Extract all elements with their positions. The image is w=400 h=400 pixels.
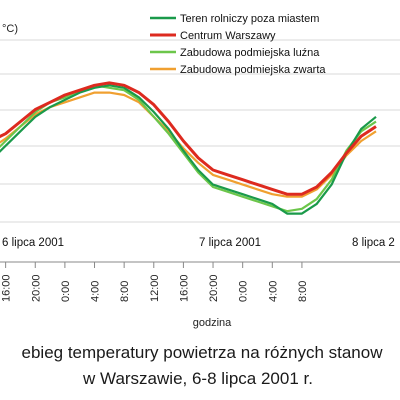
x-tick-label-2: 0:00 (60, 281, 72, 302)
legend-label-3: Zabudowa podmiejska zwarta (180, 64, 326, 76)
x-tick-label-5: 12:00 (149, 274, 161, 302)
x-tick-label-3: 4:00 (90, 281, 102, 302)
x-tick-label-9: 4:00 (267, 281, 279, 302)
grid-lines (0, 39, 400, 223)
x-axis: 16:00 20:00 0:00 4:00 8:00 12:00 16:00 20:00 0:0… (0, 261, 400, 302)
day-label-1: 7 lipca 2001 (199, 237, 261, 249)
series-layer (0, 81, 377, 215)
day-label-0: 6 lipca 2001 (2, 237, 64, 249)
x-tick-label-8: 0:00 (238, 281, 250, 302)
legend: Teren rolniczy poza miastem Centrum Warsz… (150, 13, 326, 76)
y-axis-label-fragment: °C) (2, 23, 18, 35)
x-tick-label-10: 8:00 (297, 281, 309, 302)
legend-label-2: Zabudowa podmiejska luźna (180, 47, 320, 59)
x-tick-label-7: 20:00 (208, 274, 220, 302)
day-labels: 6 lipca 2001 7 lipca 2001 8 lipca 2 (2, 237, 395, 249)
x-tick-label-4: 8:00 (119, 281, 131, 302)
caption-line-2: w Warszawie, 6-8 lipca 2001 r. (83, 369, 313, 388)
series-line-1 (0, 81, 377, 196)
x-axis-label: godzina (193, 317, 232, 329)
x-tick-label-0: 16:00 (1, 274, 13, 302)
day-label-2: 8 lipca 2 (352, 237, 395, 249)
caption-line-1: ebieg temperatury powietrza na różnych s… (21, 343, 383, 362)
x-tick-label-1: 20:00 (30, 274, 42, 302)
legend-label-0: Teren rolniczy poza miastem (180, 13, 319, 25)
series-line-0 (0, 84, 377, 215)
x-tick-label-6: 16:00 (178, 274, 190, 302)
legend-label-1: Centrum Warszawy (180, 30, 276, 42)
